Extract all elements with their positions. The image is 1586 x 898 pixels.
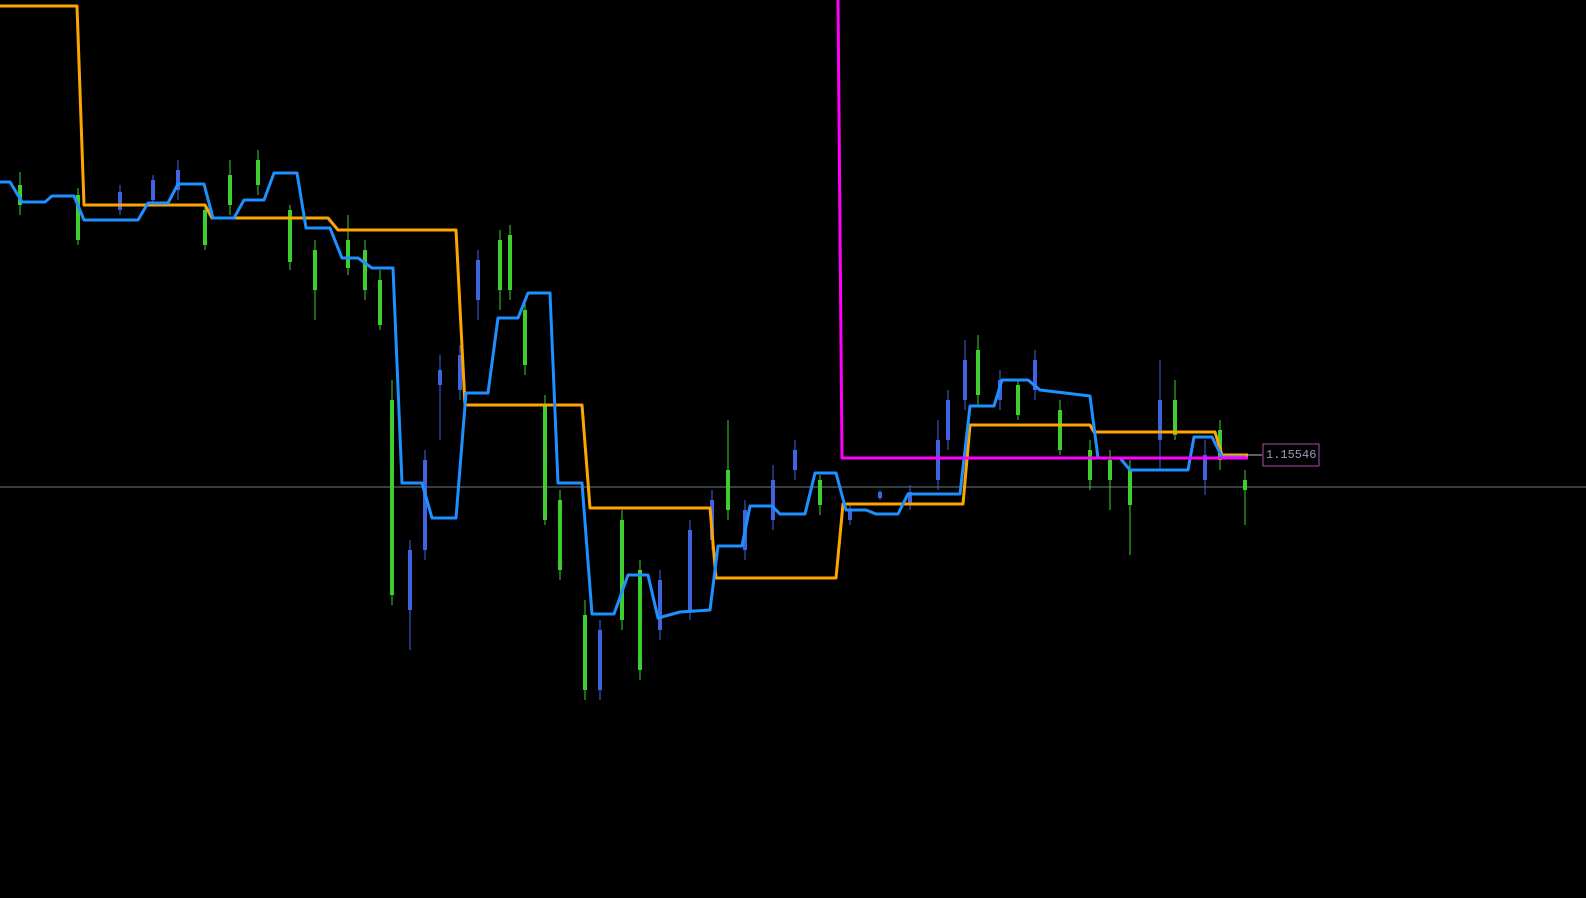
candle-body [288,210,292,262]
candle-body [908,492,912,505]
candle-body [18,185,22,205]
candle-body [543,405,547,520]
candle-body [658,580,662,630]
candle-body [963,360,967,400]
candle-body [476,260,480,300]
candle-body [378,280,382,325]
candle-body [151,180,155,200]
candle-body [946,400,950,440]
indicator-line [0,171,1246,620]
candle-body [1203,455,1207,480]
candle-body [346,240,350,268]
candle-body [1158,400,1162,440]
indicator-line [0,4,1248,580]
candle-body [390,400,394,595]
price-label: 1.15546 [1266,448,1316,462]
candle-body [423,460,427,550]
candle-body [818,480,822,505]
candle-body [848,510,852,520]
candle-body [203,210,207,245]
candle-body [726,470,730,510]
candle-body [228,175,232,205]
candle-body [976,350,980,395]
candle-body [1173,400,1177,435]
candle-body [523,310,527,365]
candle-body [1058,410,1062,450]
candle-body [1108,460,1112,480]
candle-body [558,500,562,570]
candle-body [458,355,462,390]
candle-body [76,195,80,240]
candle-body [408,550,412,610]
candle-body [598,630,602,690]
candle-body [878,492,882,498]
candle-body [508,235,512,290]
candle-body [1033,360,1037,390]
candle-body [498,240,502,290]
candle-body [771,480,775,520]
candle-body [256,160,260,185]
candle-body [363,250,367,290]
indicator-line [836,0,1248,460]
candle-body [1243,480,1247,490]
candle-body [1128,470,1132,505]
candle-body [793,450,797,470]
price-label-box [1262,443,1320,467]
candle-body [583,615,587,690]
candle-body [688,530,692,610]
candle-body [936,440,940,480]
candle-body [1088,450,1092,480]
candle-body [638,570,642,670]
candle-body [438,370,442,385]
candle-body [313,250,317,290]
candle-body [1016,385,1020,415]
candle-body [118,192,122,210]
candle-body [176,170,180,190]
candle-body [620,520,624,620]
